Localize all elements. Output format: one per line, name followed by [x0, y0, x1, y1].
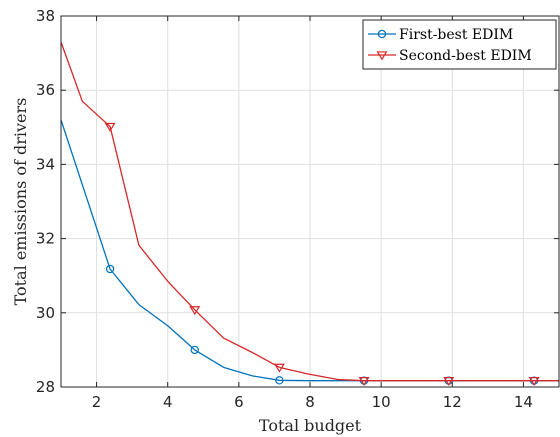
legend: First-best EDIM Second-best EDIM	[362, 19, 557, 70]
legend-label: Second-best EDIM	[399, 48, 532, 64]
y-tick-label: 36	[36, 81, 55, 99]
legend-marker	[377, 29, 387, 39]
grid-lines	[61, 15, 559, 388]
data-point-marker	[189, 306, 201, 316]
x-tick-label: 8	[305, 393, 315, 411]
legend-marker	[376, 51, 388, 61]
legend-item: Second-best EDIM	[368, 48, 532, 64]
data-point-marker	[528, 377, 540, 387]
x-tick-label: 4	[163, 393, 173, 411]
data-point-marker	[275, 376, 284, 385]
y-tick-label: 34	[36, 155, 55, 173]
data-point-marker	[105, 264, 115, 274]
x-tick-label: 12	[443, 393, 462, 411]
data-point-marker	[190, 345, 199, 355]
series-line	[60, 41, 559, 382]
data-point-marker	[273, 363, 285, 373]
data-point-marker	[443, 377, 455, 387]
x-tick-label: 6	[234, 393, 244, 411]
data-point-marker	[104, 122, 116, 132]
y-tick-label: 28	[36, 378, 55, 396]
series-layer	[60, 41, 559, 387]
x-axis-label: Total budget	[259, 416, 362, 435]
data-point-marker	[358, 377, 370, 387]
x-tick-label: 14	[514, 393, 533, 411]
legend-label: First-best EDIM	[399, 27, 513, 43]
y-tick-label: 32	[36, 230, 55, 248]
y-tick-label: 30	[36, 304, 55, 322]
axis-ticks: 2 4 6 8 10 12 14 28 30 32 34 36 38	[36, 7, 559, 411]
x-tick-label: 10	[372, 393, 391, 411]
y-tick-label: 38	[36, 7, 55, 25]
x-tick-label: 2	[92, 393, 102, 411]
series-2	[60, 41, 559, 387]
legend-box	[362, 19, 557, 70]
legend-item: First-best EDIM	[368, 27, 513, 43]
y-axis-label: Total emissions of drivers	[11, 98, 30, 306]
